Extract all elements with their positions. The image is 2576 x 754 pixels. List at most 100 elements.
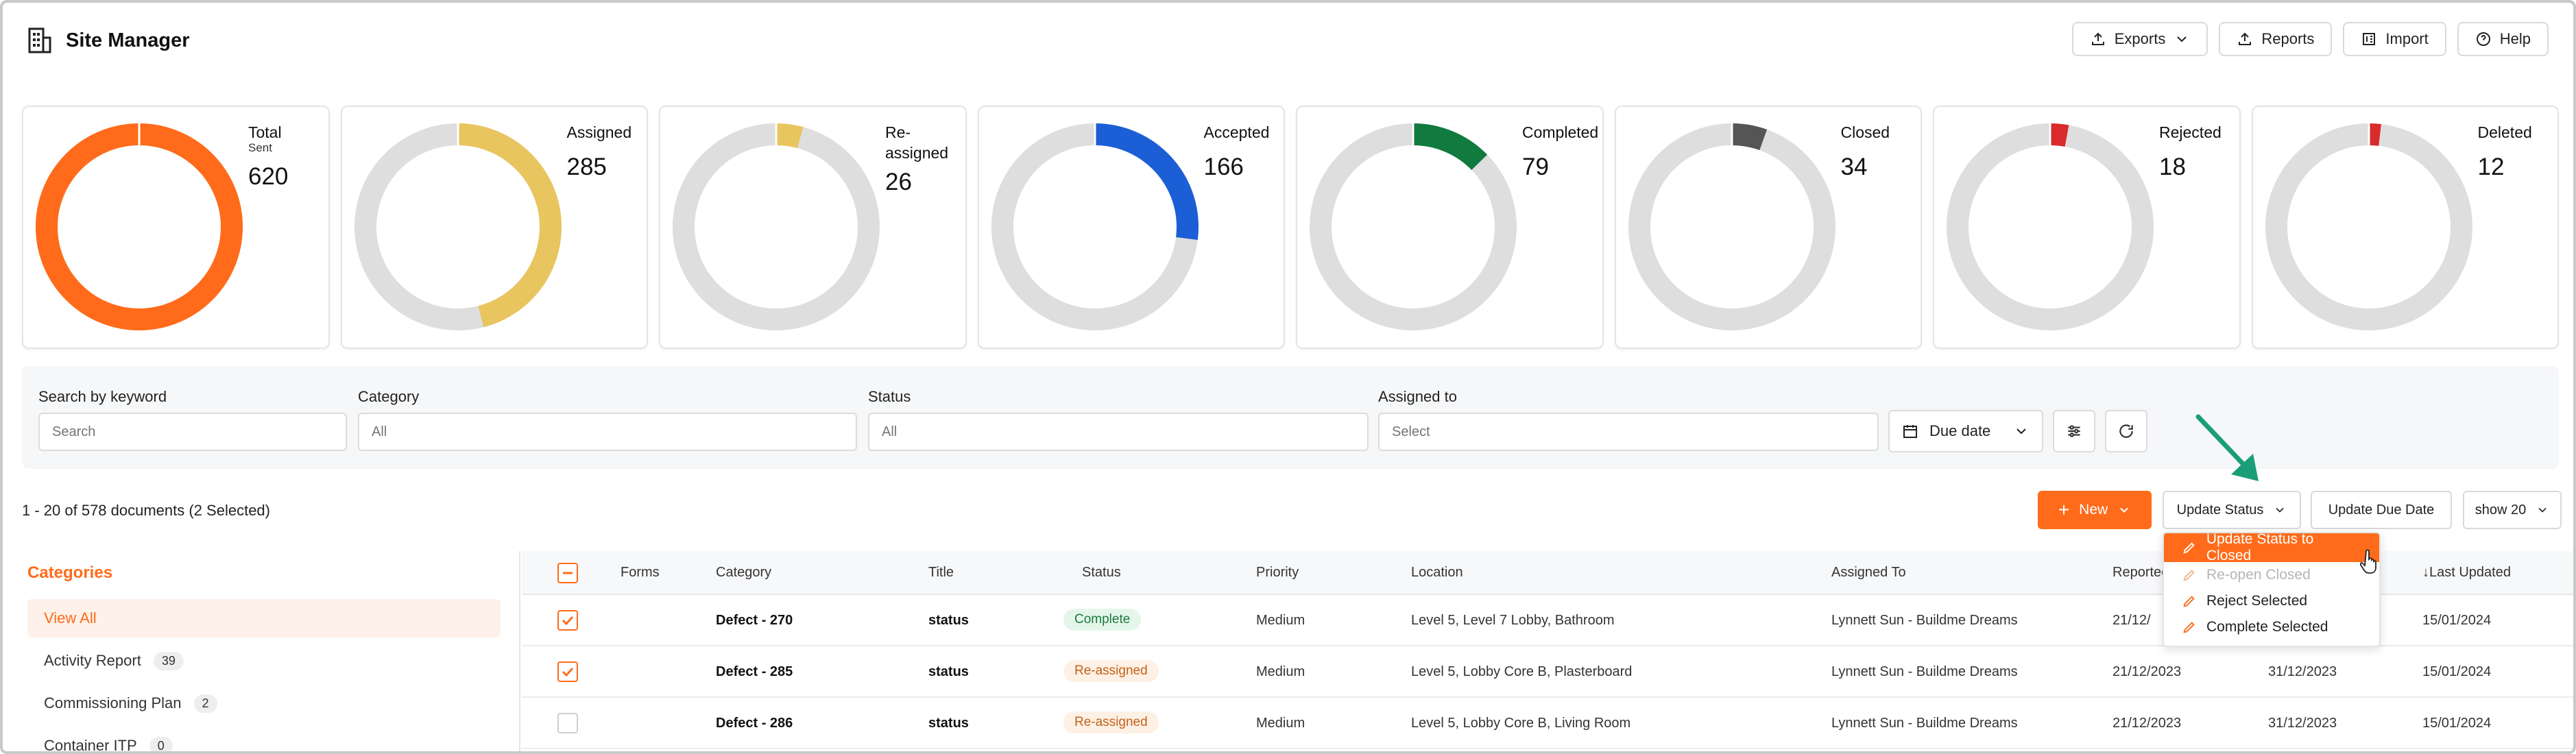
cell-due-date: 31/12/2023 [2268,664,2337,679]
status-select[interactable] [868,413,1369,451]
cell-reported: 21/12/ [2112,613,2151,628]
update-status-menu: Update Status to Closed Re-open Closed R… [2163,532,2381,647]
donut-chart-completed [1310,123,1517,330]
menu-item-label: Reject Selected [2206,593,2308,609]
count-badge: 0 [149,736,173,751]
keyword-label: Search by keyword [38,388,167,405]
update-due-date-label: Update Due Date [2328,502,2435,518]
column-header-reported[interactable]: Reportec [2112,565,2169,580]
filter-bar: Search by keyword Category Status Assign… [22,366,2559,469]
cell-location: Level 5, Lobby Core B, Living Room [1411,716,1631,731]
upload-icon [2091,32,2104,45]
column-header-category[interactable]: Category [716,565,772,580]
row-checkbox[interactable] [557,610,578,631]
update-due-date-button[interactable]: Update Due Date [2311,491,2452,529]
stat-count: 12 [2477,154,2505,180]
category-select[interactable] [358,413,857,451]
reports-button[interactable]: Reports [2219,22,2333,56]
document-count: 1 - 20 of 578 documents (2 Selected) [22,502,270,519]
pencil-icon [2183,570,2195,581]
header-actions: Exports Reports Import Help [2071,22,2549,56]
status-label: Status [868,388,911,405]
stat-sub-label: Sent [248,141,272,154]
cell-due-date: 31/12/2023 [2268,716,2337,731]
assigned-label: Assigned to [1378,388,1457,405]
table-row[interactable]: Defect - 270 status Complete Medium Leve… [522,595,2573,646]
cell-category: Defect - 286 [716,716,793,731]
stat-card-assigned[interactable]: Assigned 285 [340,106,648,349]
update-status-button[interactable]: Update Status [2163,491,2301,529]
menu-item-label: Complete Selected [2206,619,2328,635]
reset-filters-button[interactable] [2105,410,2147,452]
brand: Site Manager [27,27,190,54]
upload-icon [2239,32,2252,45]
update-status-label: Update Status [2176,502,2264,518]
stat-card-completed[interactable]: Completed 79 [1296,106,1604,349]
count-badge: 2 [193,694,217,713]
cell-priority: Medium [1256,664,1305,679]
menu-item-reopen-closed[interactable]: Re-open Closed [2164,562,2379,588]
column-header-location[interactable]: Location [1411,565,1463,580]
column-header-status[interactable]: Status [1082,565,1121,580]
pencil-icon [2183,596,2195,607]
due-date-sort[interactable]: Due date [1888,410,2043,452]
stat-card-deleted[interactable]: Deleted 12 [2251,106,2559,349]
sidebar-item-view-all[interactable]: View All [27,599,501,637]
donut-chart-closed [1628,123,1835,330]
status-badge: Re-assigned [1063,712,1159,733]
categories-title: Categories [27,563,113,582]
row-checkbox[interactable] [557,713,578,733]
stat-label-line2: assigned [885,144,949,162]
donut-track [1628,123,1835,330]
stat-count: 620 [248,163,289,190]
menu-item-label: Re-open Closed [2206,567,2311,583]
page-size-select[interactable]: show 20 [2463,491,2562,529]
sliders-icon [2068,425,2080,437]
filter-settings-button[interactable] [2053,410,2095,452]
cell-location: Level 5, Level 7 Lobby, Bathroom [1411,613,1615,628]
stat-card-closed[interactable]: Closed 34 [1614,106,1922,349]
cell-assigned-to: Lynnett Sun - Buildme Dreams [1831,613,2018,628]
exports-button[interactable]: Exports [2071,22,2208,56]
stat-card-total[interactable]: Total Sent 620 [22,106,330,349]
stat-label: Assigned [566,123,632,141]
menu-item-reject-selected[interactable]: Reject Selected [2164,588,2379,614]
table-row[interactable]: Defect - 286 status Re-assigned Medium L… [522,698,2573,749]
donut-track [1947,123,2154,330]
sidebar-item-commissioning-plan[interactable]: Commissioning Plan 2 [27,684,501,722]
stat-card-accepted[interactable]: Accepted 166 [977,106,1285,349]
cell-location: Level 5, Lobby Core B, Plasterboard [1411,664,1633,679]
import-button[interactable]: Import [2343,22,2446,56]
assigned-to-select[interactable] [1378,413,1879,451]
new-button[interactable]: + New [2038,491,2152,529]
exports-label: Exports [2114,30,2166,47]
sidebar-item-activity-report[interactable]: Activity Report 39 [27,642,501,680]
table-row[interactable]: Defect - 285 status Re-assigned Medium L… [522,646,2573,698]
column-header-priority[interactable]: Priority [1256,565,1299,580]
keyword-search-input[interactable] [38,413,347,451]
minus-icon [563,572,573,574]
help-button[interactable]: Help [2457,22,2549,56]
stat-card-rejected[interactable]: Rejected 18 [1933,106,2241,349]
column-header-title[interactable]: Title [928,565,954,580]
sidebar-item-label: View All [44,609,97,627]
stat-label-line1: Re- [885,123,911,141]
sidebar-item-container-itp[interactable]: Container ITP 0 [27,727,501,751]
stat-card-reassigned[interactable]: Re-assigned 26 [659,106,967,349]
select-all-checkbox[interactable] [557,563,578,583]
help-icon [2476,32,2490,46]
menu-item-update-status-closed[interactable]: Update Status to Closed [2164,533,2379,563]
chevron-down-icon [2120,507,2128,513]
stat-label: Total [248,123,282,141]
column-header-assigned-to[interactable]: Assigned To [1831,565,1906,580]
cell-last-updated: 15/01/2024 [2422,613,2492,628]
cell-category: Defect - 285 [716,664,793,679]
stat-cards: Total Sent 620 Assigned 285 Re-assigned … [22,106,2559,349]
stat-label: Re-assigned [885,122,948,163]
row-checkbox[interactable] [557,661,578,682]
column-header-last-updated[interactable]: ↓Last Updated [2422,565,2511,580]
cell-title: status [928,613,969,628]
cell-priority: Medium [1256,613,1305,628]
menu-item-complete-selected[interactable]: Complete Selected [2164,614,2379,640]
column-header-forms[interactable]: Forms [621,565,660,580]
